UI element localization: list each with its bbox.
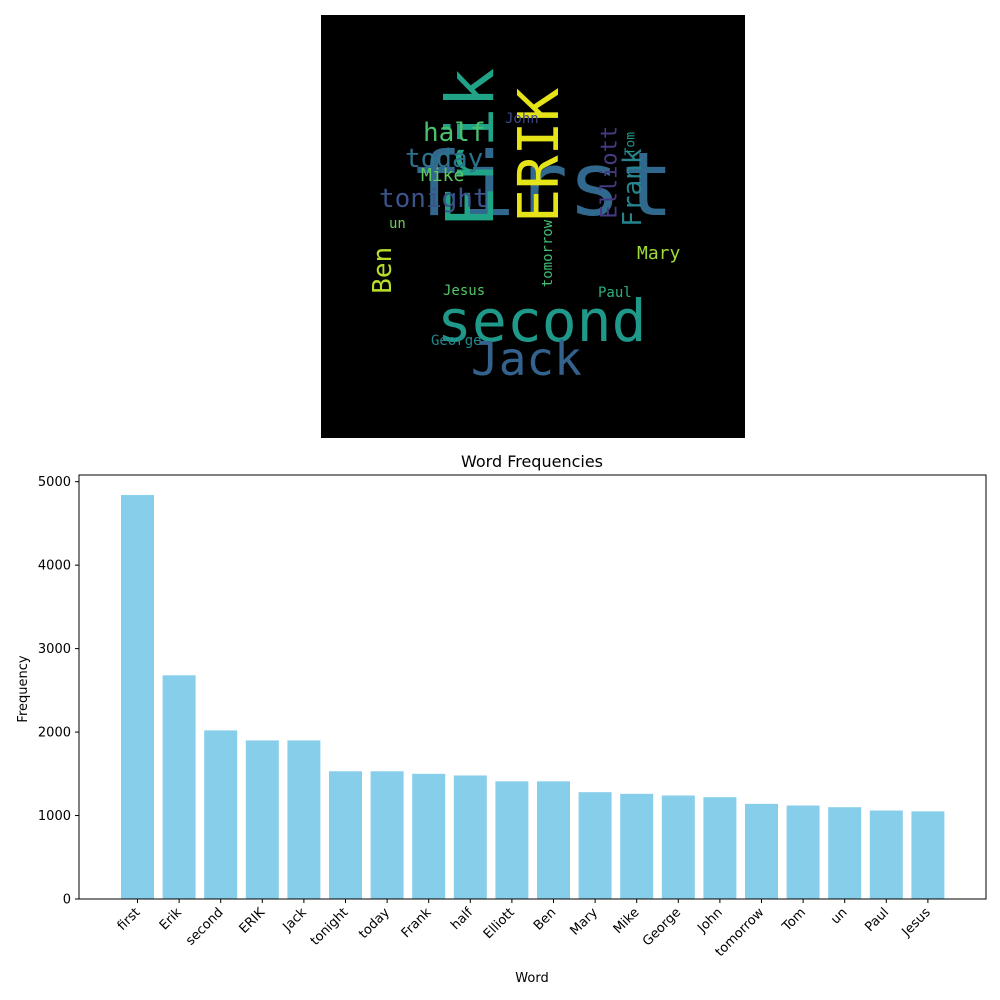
bar-frank: [412, 773, 446, 899]
cloud-word-half: half: [423, 118, 486, 149]
x-tick-label-tom: Tom: [779, 905, 809, 935]
bar-erik: [162, 675, 196, 899]
y-tick-label: 3000: [38, 642, 71, 657]
cloud-word-mary: Mary: [637, 242, 681, 264]
bar-first: [121, 495, 154, 899]
bar-tonight: [329, 771, 362, 899]
cloud-word-first: first: [409, 132, 674, 236]
x-tick-label-paul: Paul: [862, 905, 892, 935]
x-axis-label: Word: [515, 971, 548, 986]
bar-tom: [786, 805, 820, 899]
bar-un: [828, 807, 862, 899]
x-tick-label-john: John: [694, 905, 725, 936]
bar-half: [453, 775, 487, 899]
y-axis-label: Frequency: [16, 655, 31, 722]
x-tick-label-erik: ERIK: [237, 905, 269, 937]
x-tick-label-jesus: Jesus: [899, 905, 934, 940]
bar-jesus: [911, 811, 945, 899]
cloud-word-ben: Ben: [368, 247, 399, 294]
plot-frame: [78, 474, 987, 900]
cloud-word-erik: ERIK: [507, 88, 573, 223]
x-tick-label-erik: Erik: [157, 905, 185, 933]
x-tick-label-today: today: [356, 905, 393, 942]
x-tick-label-frank: Frank: [399, 905, 435, 941]
y-tick-label: 5000: [38, 475, 71, 490]
y-tick-label: 1000: [38, 809, 71, 824]
cloud-word-tonight: tonight: [379, 184, 489, 215]
x-tick-label-tonight: tonight: [308, 905, 351, 948]
cloud-word-john: John: [505, 110, 539, 127]
bar-john: [703, 797, 737, 899]
x-tick-label-george: George: [640, 905, 684, 949]
bar-paul: [869, 810, 903, 899]
chart-title: Word Frequencies: [461, 452, 603, 471]
word-cloud: first Erik second ERIK Jack tonight today Frank…: [321, 15, 745, 438]
cloud-word-mike: Mike: [421, 164, 465, 186]
x-tick-label-half: half: [448, 905, 476, 933]
bar-today: [370, 771, 404, 899]
bar-second: [204, 730, 238, 899]
bar-tomorrow: [745, 803, 778, 899]
cloud-word-elliott: Elliott: [597, 126, 623, 219]
x-tick-label-elliott: Elliott: [481, 905, 518, 942]
cloud-word-tomorrow: tomorrow: [539, 219, 556, 287]
bar-ben: [537, 781, 570, 899]
cloud-word-frank: Frank: [618, 148, 649, 227]
x-tick-label-second: second: [183, 905, 226, 948]
cloud-word-second: second: [437, 286, 647, 355]
cloud-word-paul: Paul: [598, 284, 632, 301]
cloud-word-jesus: Jesus: [443, 282, 486, 299]
bar-george: [661, 795, 695, 899]
x-tick-label-first: first: [115, 905, 144, 934]
bar-erik: [245, 740, 279, 899]
y-tick-label: 4000: [38, 559, 71, 574]
x-tick-label-mike: Mike: [611, 905, 643, 937]
bar-mary: [578, 792, 612, 899]
cloud-word-today: today: [405, 144, 484, 175]
bar-elliott: [495, 781, 529, 899]
bar-mike: [620, 793, 654, 899]
y-tick-label: 2000: [38, 726, 71, 741]
y-tick-label: 0: [63, 893, 71, 908]
x-tick-label-jack: Jack: [280, 905, 310, 935]
cloud-word-jack: Jack: [471, 332, 582, 387]
x-tick-label-ben: Ben: [531, 905, 559, 933]
x-tick-label-mary: Mary: [568, 905, 602, 939]
cloud-word-un: un: [389, 215, 406, 232]
cloud-word-tom: Tom: [623, 131, 639, 155]
cloud-word-george: George: [431, 332, 482, 349]
bar-jack: [287, 740, 321, 899]
bar-chart: Word Frequencies 0 1000 2000 3000 4000 5000 fi…: [16, 452, 987, 986]
x-tick-label-un: un: [828, 905, 850, 927]
